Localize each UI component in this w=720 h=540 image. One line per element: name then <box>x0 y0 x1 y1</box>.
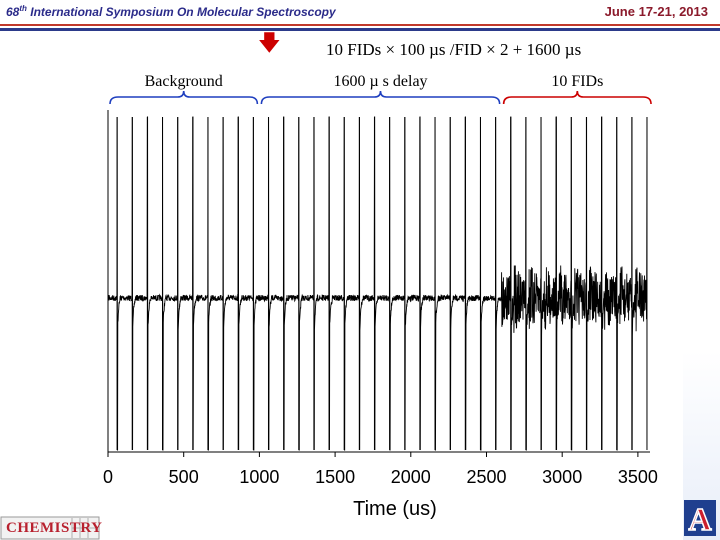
segment-label: Background <box>145 73 223 90</box>
header-rule-red <box>0 24 720 26</box>
segment-labels: Background 1600 µ s delay 10 FIDs <box>145 73 604 90</box>
x-tick-label: 1000 <box>239 467 279 487</box>
chemistry-logo-text: CHEMISTRY <box>6 520 103 536</box>
x-tick-label: 2000 <box>391 467 431 487</box>
fid-trace-line <box>108 116 648 451</box>
axes <box>107 110 650 453</box>
segment-brace <box>260 90 501 105</box>
conference-title: 68th International Symposium On Molecula… <box>6 4 336 19</box>
x-ticks: 0 500 1000 1500 2000 2500 3000 3500 <box>103 452 658 487</box>
background-gradient <box>683 67 720 540</box>
university-logo: A <box>684 500 716 536</box>
trace-group <box>108 116 648 451</box>
conference-name: International Symposium On Molecular Spe… <box>30 5 336 19</box>
x-tick-label: 2500 <box>466 467 506 487</box>
x-tick-label: 3500 <box>618 467 658 487</box>
x-tick-label: 1500 <box>315 467 355 487</box>
timing-formula: 10 FIDs × 100 µs /FID × 2 + 1600 µs <box>326 40 582 59</box>
conference-number: 68 <box>6 5 20 19</box>
chemistry-logo-frame <box>0 516 100 540</box>
chemistry-logo: CHEMISTRY <box>0 516 103 540</box>
conference-dates: June 17-21, 2013 <box>604 4 708 19</box>
slide-header: 68th International Symposium On Molecula… <box>0 0 720 31</box>
segment-brace <box>109 90 259 105</box>
segment-braces <box>109 90 652 105</box>
conference-suffix: th <box>19 4 27 13</box>
segment-label: 1600 µ s delay <box>333 73 427 90</box>
x-axis-title: Time (us) <box>353 498 437 520</box>
x-tick-label: 500 <box>169 467 199 487</box>
down-arrow-icon: 🡇 <box>258 31 281 56</box>
x-tick-label: 0 <box>103 467 113 487</box>
university-logo-letter: A <box>688 501 711 536</box>
x-tick-label: 3000 <box>542 467 582 487</box>
header-rule-blue <box>0 28 720 31</box>
segment-brace <box>502 90 652 105</box>
segment-label: 10 FIDs <box>551 73 603 90</box>
